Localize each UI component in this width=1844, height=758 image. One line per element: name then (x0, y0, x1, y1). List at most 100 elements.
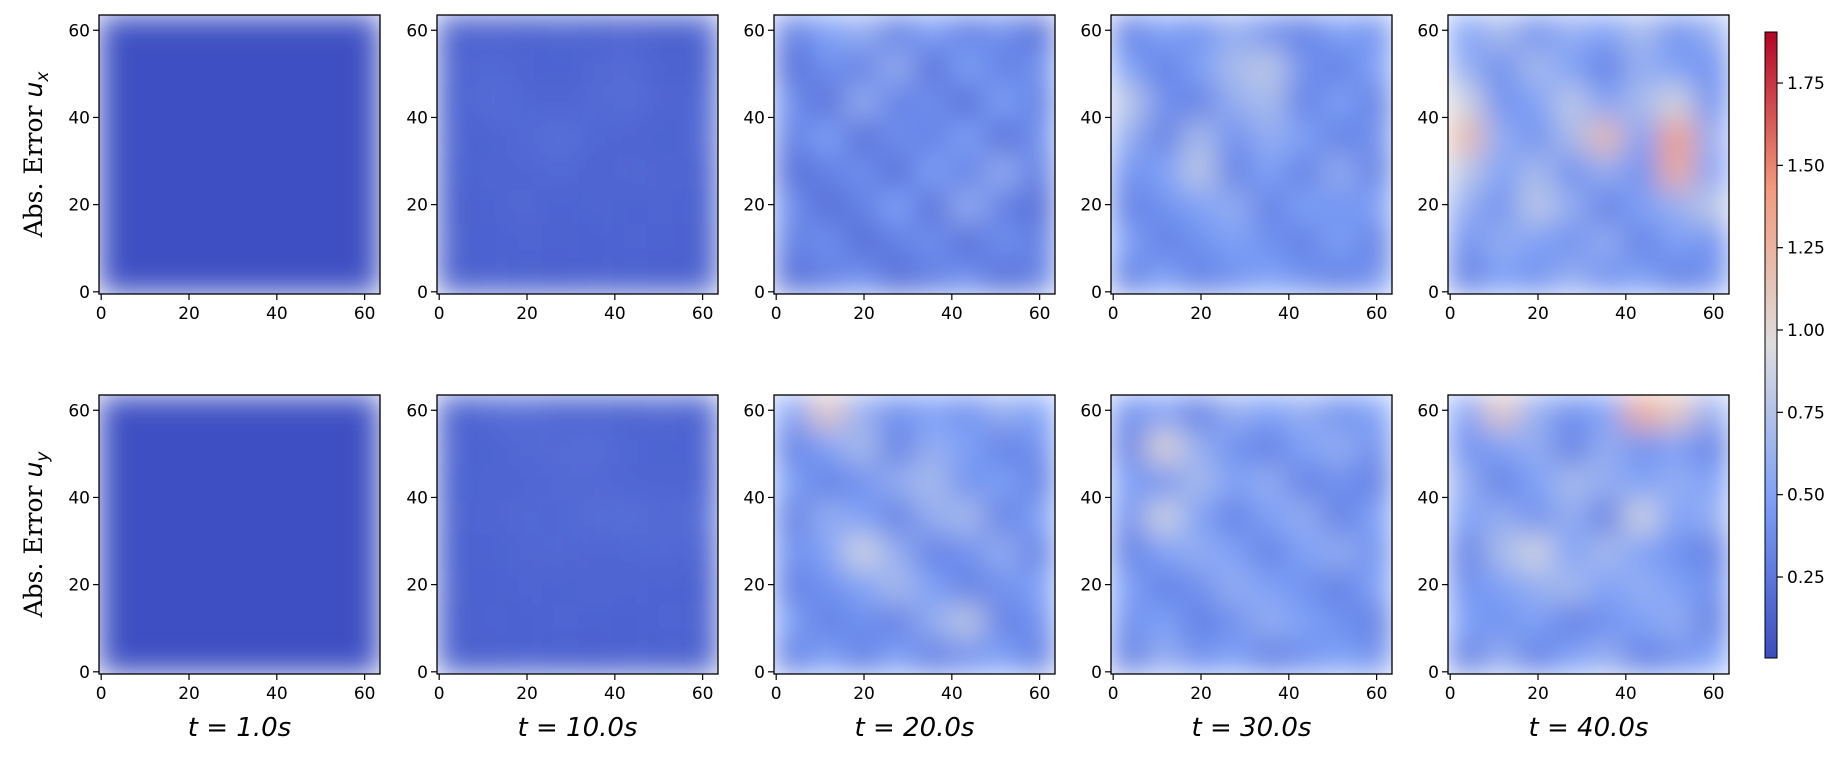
heatmap-cell (1448, 429, 1484, 466)
heatmap-panel (1111, 15, 1392, 294)
heatmap-cell (949, 84, 986, 121)
heatmap-cell (844, 224, 880, 260)
x-tick-label: 0 (96, 684, 107, 704)
heatmap-cell (984, 49, 1021, 86)
x-tick-label: 60 (354, 304, 376, 324)
heatmap-cell (169, 499, 205, 535)
heatmap-cell (1356, 259, 1392, 294)
heatmap-panel (1111, 395, 1392, 674)
x-tick-label: 20 (1190, 304, 1212, 324)
heatmap-cell (1658, 15, 1695, 51)
colorbar-tick-label: 1.75 (1787, 74, 1825, 94)
heatmap-cell (984, 464, 1021, 501)
heatmap-cell (577, 604, 614, 640)
y-tick-label: 60 (743, 21, 765, 41)
heatmap-cell (984, 154, 1021, 190)
heatmap-cell (682, 15, 718, 51)
heatmap-cell (169, 464, 205, 501)
heatmap-cell (1623, 395, 1660, 431)
heatmap-cell (99, 15, 135, 51)
heatmap-cell (1588, 84, 1625, 121)
heatmap-cell (1181, 534, 1217, 570)
heatmap-cell (844, 119, 880, 155)
heatmap-cell (647, 84, 684, 121)
heatmap-cell (984, 499, 1021, 535)
heatmap-cell (274, 15, 311, 51)
heatmap-cell (1286, 464, 1323, 501)
heatmap-cell (1251, 395, 1288, 431)
heatmap-cell (1251, 569, 1288, 605)
heatmap-cell (344, 224, 380, 260)
y-tick-label: 20 (68, 196, 90, 216)
y-tick-label: 20 (743, 576, 765, 596)
heatmap-cell (99, 189, 135, 225)
heatmap-cell (1111, 49, 1147, 86)
heatmap-cell (204, 49, 240, 86)
heatmap-cell (1321, 224, 1358, 260)
heatmap-cell (1356, 569, 1392, 605)
x-tick-label: 60 (1703, 684, 1725, 704)
heatmap-cell (647, 604, 684, 640)
row-label-var: u (19, 462, 48, 478)
heatmap-cell (99, 49, 135, 86)
x-tick-label: 40 (1615, 684, 1637, 704)
heatmap-cell (1483, 429, 1519, 466)
heatmap-cell (949, 569, 986, 605)
heatmap-cell (984, 569, 1021, 605)
heatmap-cell (1251, 534, 1288, 570)
colorbar-tick-label: 1.50 (1787, 156, 1825, 176)
heatmap-cell (1356, 534, 1392, 570)
heatmap-cell (1019, 49, 1055, 86)
heatmap-cell (1658, 49, 1695, 86)
heatmap-cell (682, 259, 718, 294)
heatmap-cell (1111, 84, 1147, 121)
heatmap-cell (1216, 429, 1252, 466)
heatmap-cell (809, 259, 845, 294)
heatmap-cell (949, 464, 986, 501)
heatmap-cell (1216, 15, 1252, 51)
y-tick-label: 0 (754, 283, 765, 303)
heatmap-cell (612, 534, 649, 570)
heatmap-cell (169, 119, 205, 155)
heatmap-cell (682, 534, 718, 570)
heatmap-cell (99, 259, 135, 294)
heatmap-cell (1146, 464, 1182, 501)
heatmap-cell (134, 429, 170, 466)
heatmap-cell (239, 15, 276, 51)
heatmap-cell (1518, 224, 1554, 260)
heatmap-cell (809, 119, 845, 155)
panel-frame (1110, 14, 1393, 295)
heatmap-cell (1553, 189, 1589, 225)
heatmap-cell (1623, 119, 1660, 155)
heatmap-cell (844, 429, 880, 466)
heatmap-cell (1588, 499, 1625, 535)
heatmap-cell (682, 84, 718, 121)
heatmap-cell (577, 464, 614, 501)
x-tick-label: 20 (178, 304, 200, 324)
heatmap-cell (134, 534, 170, 570)
heatmap-cell (577, 84, 614, 121)
heatmap-cell (577, 534, 614, 570)
heatmap-cell (1623, 429, 1660, 466)
heatmap-cell (1181, 84, 1217, 121)
x-tick-label: 0 (1108, 684, 1119, 704)
heatmap-cell (647, 154, 684, 190)
heatmap-cell (1483, 395, 1519, 431)
heatmap-cell (844, 49, 880, 86)
heatmap-cell (577, 499, 614, 535)
heatmap-cell (1321, 15, 1358, 51)
heatmap-cell (274, 224, 311, 260)
y-tick-label: 0 (1428, 283, 1439, 303)
x-tick-label: 20 (1190, 684, 1212, 704)
heatmap-cell (1553, 259, 1589, 294)
heatmap-cell (1658, 464, 1695, 501)
heatmap-cell (647, 639, 684, 674)
x-tick-label: 40 (604, 304, 626, 324)
heatmap-cell (1483, 224, 1519, 260)
heatmap-cell (1111, 429, 1147, 466)
heatmap-cell (344, 569, 380, 605)
heatmap-cell (1448, 84, 1484, 121)
heatmap-cell (1448, 189, 1484, 225)
heatmap-cell (1216, 499, 1252, 535)
heatmap-cell (1588, 604, 1625, 640)
